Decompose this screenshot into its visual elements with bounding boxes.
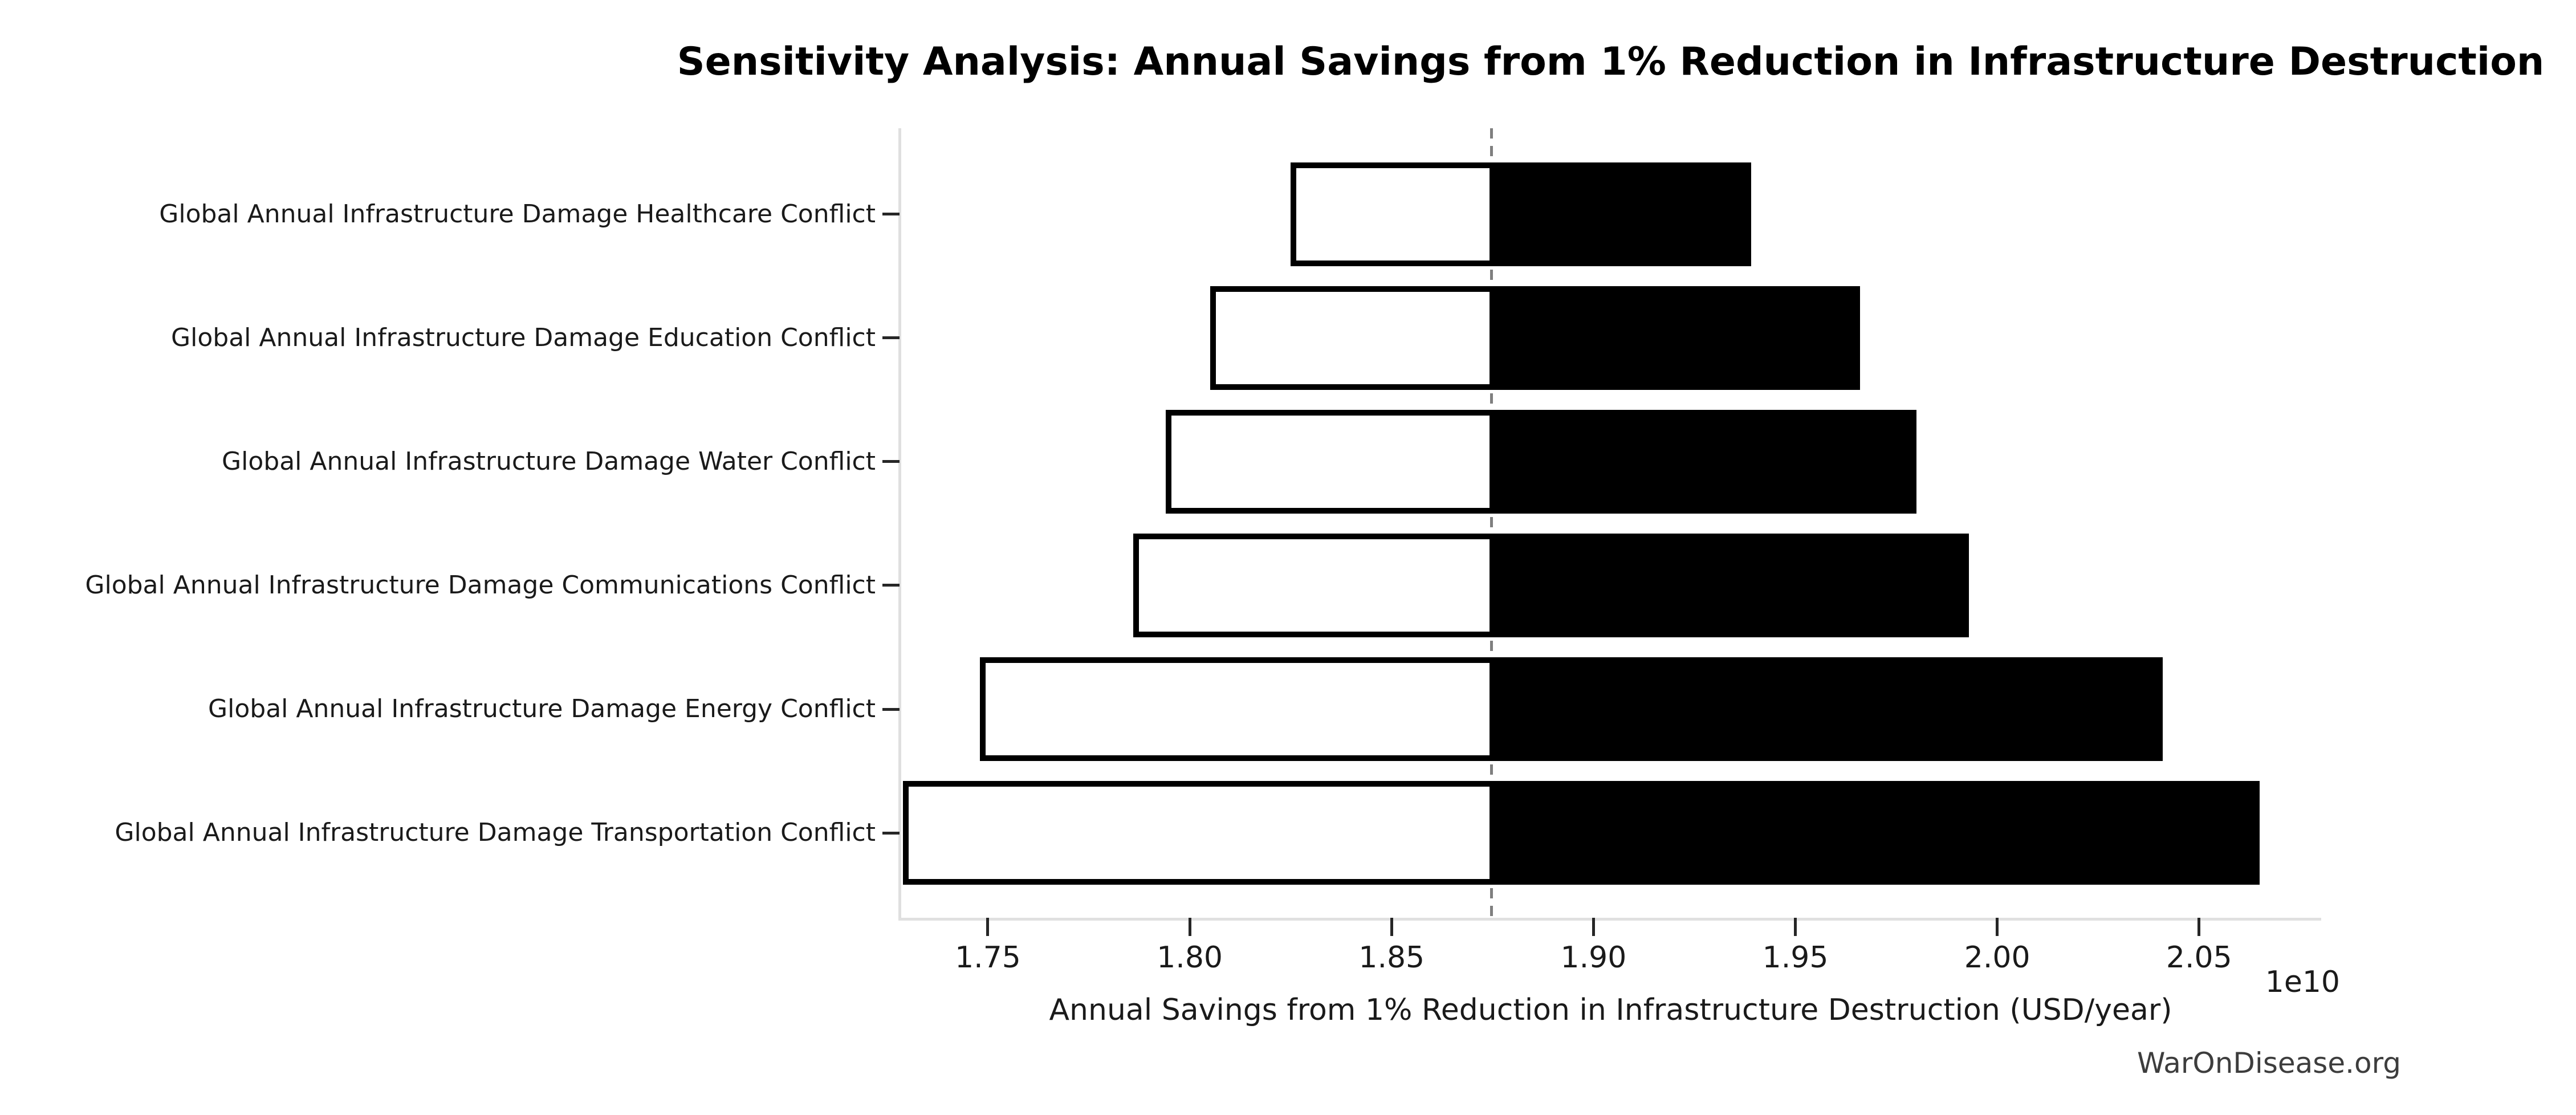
y-axis-spine	[898, 128, 901, 921]
x-tick-label: 1.95	[1762, 941, 1829, 975]
baseline-dashed-line	[1490, 128, 1493, 918]
watermark-text: WarOnDisease.org	[2137, 1047, 2401, 1080]
plot-area	[901, 128, 2321, 918]
low-segment-white	[1171, 415, 1490, 508]
y-tick-mark	[882, 831, 900, 835]
chart-title: Sensitivity Analysis: Annual Savings fro…	[677, 39, 2545, 84]
x-tick-mark	[1188, 918, 1191, 936]
low-segment-white	[909, 787, 1490, 880]
low-segment-white	[1296, 168, 1490, 261]
x-tick-mark	[1390, 918, 1393, 936]
x-axis-spine	[898, 918, 2321, 921]
y-tick-mark	[882, 213, 900, 215]
x-tick-label: 2.05	[2166, 941, 2232, 975]
x-tick-mark	[2197, 918, 2201, 936]
axis-scale-offset-label: 1e10	[2265, 965, 2340, 999]
x-tick-label: 1.75	[955, 941, 1021, 975]
y-axis-category-label: Global Annual Infrastructure Damage Heal…	[159, 199, 876, 229]
x-tick-mark	[986, 918, 990, 936]
low-segment-white	[985, 663, 1490, 756]
tornado-bar	[903, 781, 2260, 885]
tornado-bar	[1133, 533, 1969, 637]
x-axis-label: Annual Savings from 1% Reduction in Infr…	[1049, 993, 2172, 1027]
y-tick-mark	[882, 707, 900, 711]
x-tick-mark	[1592, 918, 1595, 936]
y-axis-category-label: Global Annual Infrastructure Damage Comm…	[85, 570, 876, 600]
x-tick-label: 1.80	[1157, 941, 1223, 975]
y-tick-mark	[882, 460, 900, 463]
tornado-bar	[1291, 162, 1751, 266]
x-tick-label: 1.90	[1560, 941, 1627, 975]
tornado-bar	[979, 657, 2163, 762]
y-tick-mark	[882, 336, 900, 340]
x-tick-mark	[1996, 918, 1999, 936]
y-axis-category-label: Global Annual Infrastructure Damage Tran…	[115, 818, 876, 848]
low-segment-white	[1215, 291, 1490, 384]
y-tick-mark	[882, 584, 900, 587]
x-tick-label: 1.85	[1358, 941, 1425, 975]
x-tick-mark	[1794, 918, 1797, 936]
y-axis-category-label: Global Annual Infrastructure Damage Ener…	[208, 694, 876, 724]
tornado-bar	[1165, 409, 1916, 514]
x-tick-label: 2.00	[1964, 941, 2030, 975]
y-axis-category-label: Global Annual Infrastructure Damage Educ…	[171, 323, 876, 352]
low-segment-white	[1138, 539, 1490, 632]
tornado-bar	[1210, 286, 1860, 390]
y-axis-category-label: Global Annual Infrastructure Damage Wate…	[222, 446, 876, 476]
